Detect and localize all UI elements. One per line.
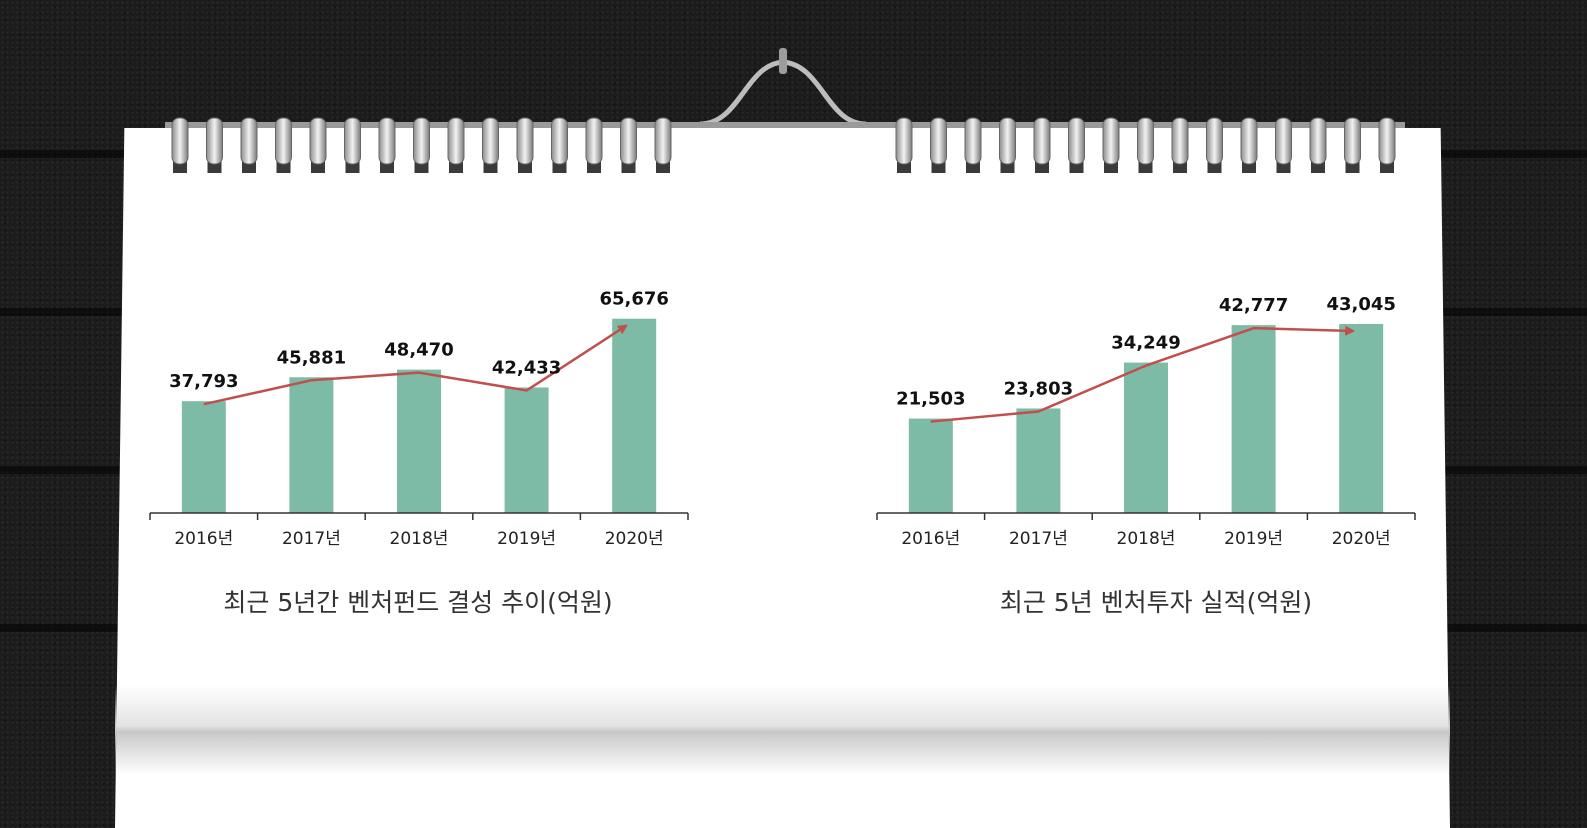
tick-label: 2020년	[1332, 529, 1391, 549]
binding-ring	[1378, 117, 1396, 165]
data-label: 45,881	[277, 347, 346, 368]
venture-fund-chart: 2016년 2017년 2018년 2019년 2020년 37,793 45,881 48,…	[149, 289, 689, 549]
tick-label: 2017년	[1009, 529, 1068, 549]
bar-2	[1124, 362, 1168, 513]
binding-ring	[1033, 117, 1051, 165]
binding-ring	[654, 117, 672, 165]
torn-paper-edge	[115, 685, 1450, 775]
tick-label: 2016년	[901, 529, 960, 549]
tick-label: 2020년	[605, 529, 664, 549]
binding-ring	[895, 117, 913, 165]
chart-title-venture-fund: 최근 5년간 벤처펀드 결성 추이(억원)	[223, 588, 613, 617]
data-label: 43,045	[1326, 294, 1395, 315]
binding-ring	[344, 117, 361, 165]
binding-ring	[585, 117, 603, 165]
binding-ring	[1275, 117, 1292, 165]
tick-label: 2016년	[174, 529, 233, 549]
binding-ring	[309, 117, 327, 165]
bar-4	[1339, 323, 1384, 513]
data-label: 21,503	[896, 389, 965, 410]
venture-investment-chart: 2016년 2017년 2018년 2019년 2020년 21,503 23,803 34,…	[876, 294, 1416, 549]
binding-wire	[165, 122, 1405, 128]
binding-ring	[447, 117, 465, 165]
binding-ring	[206, 117, 223, 165]
binding-ring	[378, 117, 396, 165]
binding-ring	[1206, 117, 1223, 165]
bar-1	[289, 377, 334, 513]
binding-ring	[930, 117, 947, 165]
binding-ring	[1171, 117, 1189, 165]
bar-4	[612, 318, 657, 513]
bar-3	[504, 387, 549, 513]
bar-2	[397, 369, 441, 513]
binding-ring	[413, 117, 430, 165]
binding-ring	[1068, 117, 1085, 165]
chart-title-venture-investment: 최근 5년 벤처투자 실적(억원)	[999, 588, 1313, 617]
data-label: 23,803	[1004, 378, 1073, 399]
trend-line	[203, 324, 628, 406]
bar-1	[1016, 408, 1061, 513]
binding-ring	[275, 117, 292, 165]
binding-ring	[999, 117, 1016, 165]
tick-label: 2017년	[282, 529, 341, 549]
data-label: 42,433	[492, 357, 561, 378]
binding-ring	[620, 117, 637, 165]
data-label: 34,249	[1111, 333, 1180, 354]
binding-ring	[516, 117, 534, 165]
data-label: 65,676	[599, 289, 668, 310]
binding-ring	[551, 117, 568, 165]
binding-ring	[964, 117, 982, 165]
binding-ring	[482, 117, 499, 165]
hanger-hook	[779, 48, 787, 74]
tick-label: 2018년	[1117, 529, 1176, 549]
data-label: 37,793	[169, 371, 238, 392]
tick-label: 2019년	[497, 529, 556, 549]
binding-ring	[1309, 117, 1327, 165]
tick-label: 2019년	[1224, 529, 1283, 549]
binding-ring	[1102, 117, 1120, 165]
bar-0	[181, 401, 226, 513]
binding-ring	[1137, 117, 1154, 165]
spiral-binding	[165, 117, 1405, 173]
binding-ring	[1344, 117, 1361, 165]
data-label: 42,777	[1219, 295, 1288, 316]
binding-ring	[171, 117, 189, 165]
trend-line	[930, 325, 1356, 423]
bar-0	[908, 418, 953, 513]
data-label: 48,470	[384, 340, 453, 361]
bar-3	[1231, 325, 1276, 513]
binding-ring	[240, 117, 258, 165]
binding-ring	[1240, 117, 1258, 165]
calendar-hanger	[699, 48, 867, 127]
tick-label: 2018년	[390, 529, 449, 549]
